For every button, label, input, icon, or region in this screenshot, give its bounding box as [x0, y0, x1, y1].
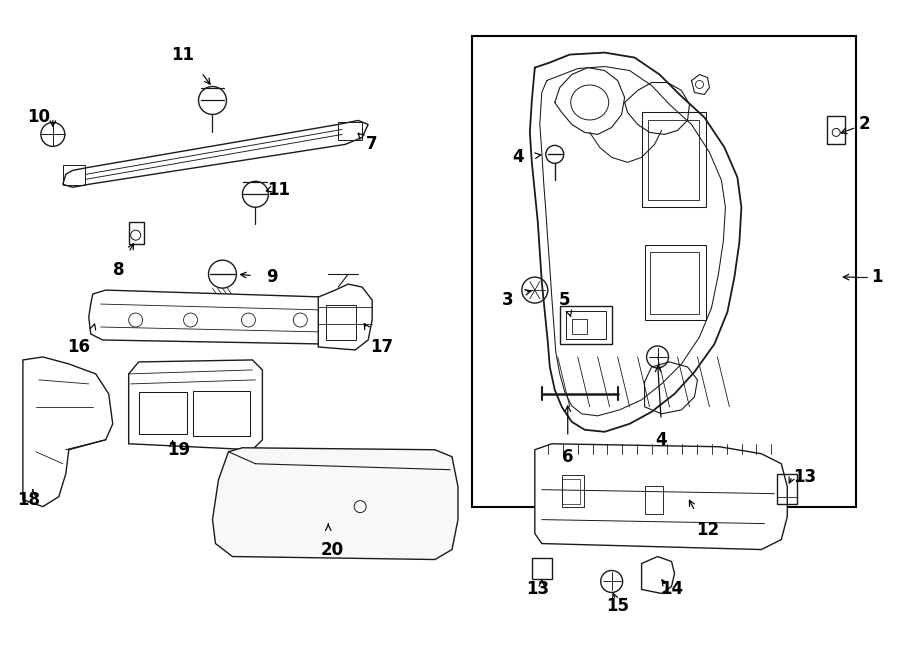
Polygon shape	[89, 290, 348, 344]
Text: 13: 13	[793, 467, 815, 486]
Polygon shape	[319, 284, 373, 350]
Bar	[562, 479, 580, 504]
Bar	[572, 319, 587, 334]
Bar	[644, 486, 662, 514]
Bar	[650, 252, 699, 314]
Bar	[560, 306, 612, 344]
Text: 16: 16	[68, 338, 90, 356]
Bar	[562, 475, 584, 506]
Text: 13: 13	[526, 581, 549, 598]
Text: 4: 4	[656, 431, 668, 449]
Text: 18: 18	[17, 491, 40, 508]
Bar	[129, 222, 144, 244]
Bar	[827, 117, 845, 144]
Bar	[338, 122, 362, 140]
Text: 14: 14	[660, 581, 683, 598]
Text: 8: 8	[112, 261, 124, 279]
Text: 11: 11	[171, 46, 194, 64]
Text: 11: 11	[267, 181, 290, 199]
Polygon shape	[22, 357, 112, 506]
Text: 17: 17	[371, 338, 393, 356]
Polygon shape	[63, 120, 368, 187]
Text: 3: 3	[502, 291, 514, 309]
Text: 5: 5	[559, 291, 571, 309]
Text: 12: 12	[696, 520, 719, 539]
Bar	[327, 305, 356, 340]
Text: 7: 7	[366, 136, 378, 154]
Bar	[532, 557, 552, 579]
Bar	[139, 392, 186, 434]
Text: 1: 1	[871, 268, 883, 286]
Bar	[644, 245, 706, 320]
Text: 4: 4	[512, 148, 524, 166]
Bar	[566, 311, 606, 339]
Text: 6: 6	[562, 448, 573, 466]
Polygon shape	[642, 557, 674, 593]
Polygon shape	[212, 448, 458, 559]
Polygon shape	[129, 360, 263, 449]
Bar	[642, 113, 706, 207]
Bar	[778, 474, 797, 504]
Text: 2: 2	[859, 115, 870, 134]
Text: 10: 10	[27, 109, 50, 126]
Text: 15: 15	[606, 597, 629, 616]
Bar	[63, 166, 85, 185]
Text: 9: 9	[266, 268, 278, 286]
Polygon shape	[535, 444, 788, 549]
Text: 19: 19	[167, 441, 190, 459]
Bar	[472, 36, 856, 506]
Bar	[648, 120, 699, 201]
Bar	[193, 391, 250, 436]
Text: 20: 20	[320, 541, 344, 559]
